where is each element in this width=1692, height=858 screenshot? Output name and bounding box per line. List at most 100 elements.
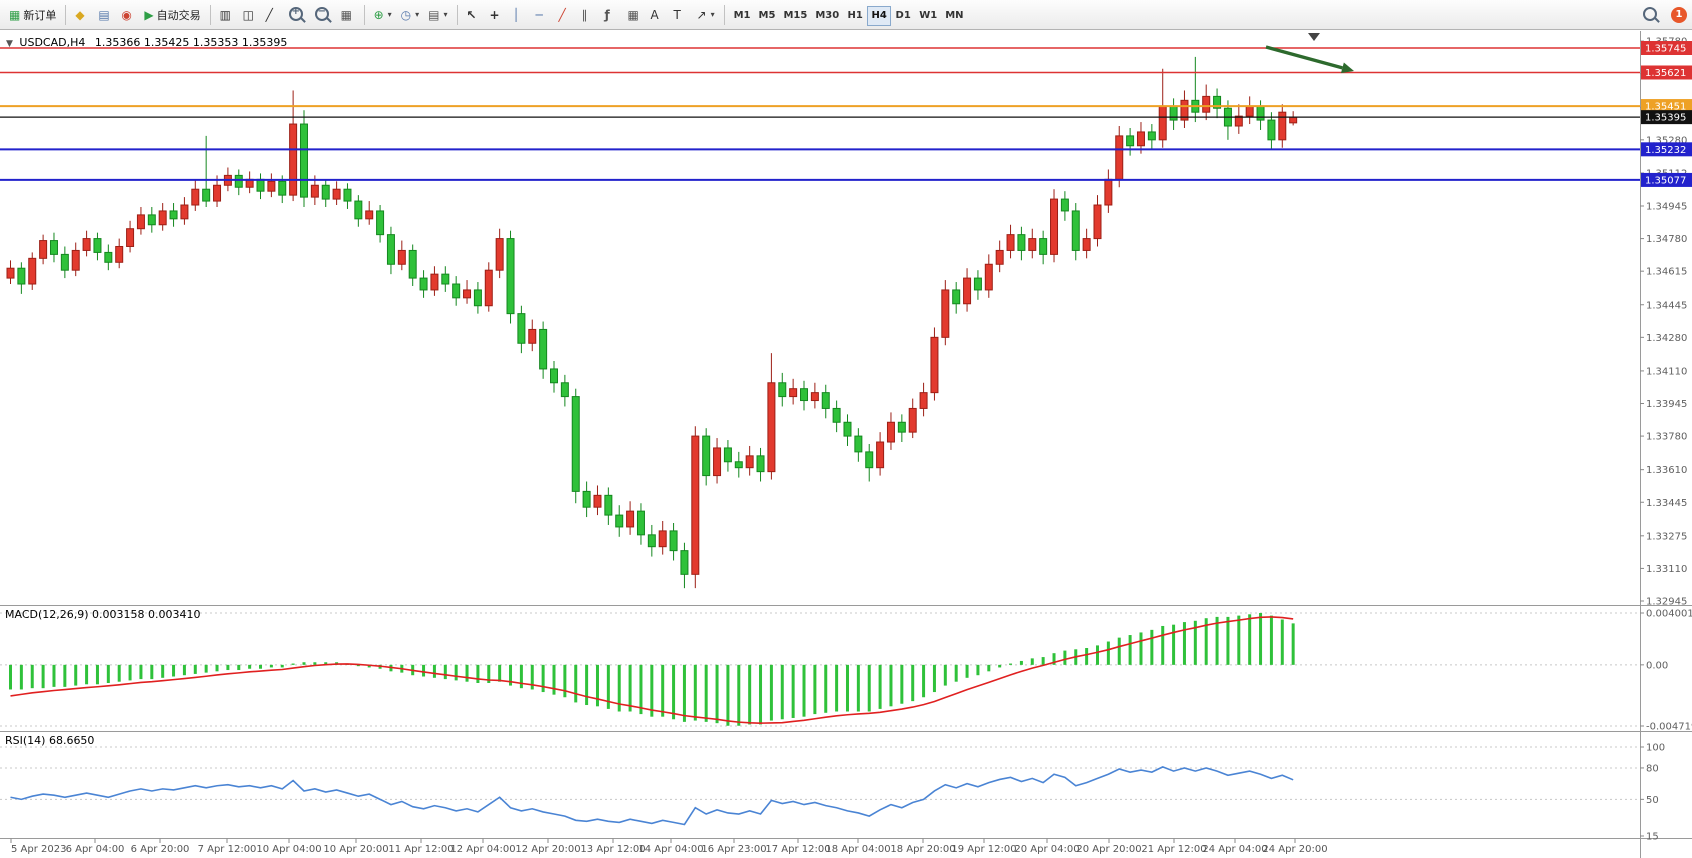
candle-body: [1147, 131, 1156, 141]
candle-body: [104, 251, 113, 263]
timeframe-button-m15[interactable]: M15: [779, 6, 811, 26]
timeframe-button-w1[interactable]: W1: [915, 6, 941, 26]
macd-histogram-bar: [737, 664, 741, 726]
macd-histogram-bar: [845, 664, 849, 712]
macd-histogram-bar: [291, 663, 295, 665]
chart-shift-marker[interactable]: [1308, 33, 1320, 41]
candle-body: [767, 382, 776, 473]
candle-body: [463, 289, 472, 299]
line-chart-button[interactable]: ╱: [262, 3, 284, 27]
candle-body: [376, 210, 385, 236]
macd-histogram-bar: [52, 664, 56, 687]
macd-histogram-bar: [1150, 629, 1154, 665]
community-button[interactable]: ◉: [117, 3, 139, 27]
search-icon: [1643, 6, 1657, 21]
autotrading-label: 自动交易: [156, 8, 201, 22]
trend-arrow-line[interactable]: [1265, 45, 1343, 70]
timeframe-button-m30[interactable]: M30: [811, 6, 843, 26]
candle-body: [865, 451, 874, 469]
macd-histogram-bar: [922, 664, 926, 698]
candle-body: [810, 392, 819, 402]
candle-body: [713, 447, 722, 477]
channel-tool-button[interactable]: ∥: [578, 3, 600, 27]
new-order-button[interactable]: ▦ 新订单: [5, 3, 60, 27]
crosshair-tool-button[interactable]: +: [486, 3, 508, 27]
macd-histogram-bar: [1182, 622, 1186, 665]
macd-histogram-bar: [1019, 660, 1023, 665]
candle-body: [930, 336, 939, 394]
time-axis-label: 17 Apr 12:00: [765, 844, 830, 855]
macd-histogram-bar: [998, 664, 1002, 668]
templates-dropdown[interactable]: ▤ ▾: [424, 3, 451, 27]
zoom-out-icon: −: [314, 6, 329, 21]
grid-icon: ▦: [627, 7, 639, 22]
timeframe-button-h4[interactable]: H4: [867, 5, 892, 26]
macd-histogram-bar: [878, 664, 882, 709]
macd-histogram-bar: [324, 662, 328, 665]
candle-body: [702, 435, 711, 477]
fibonacci-tool-button[interactable]: ƒ: [601, 3, 623, 27]
text-label-tool-button[interactable]: T: [670, 3, 692, 27]
community-icon: ◉: [121, 7, 132, 22]
price-badge-label: 1.35621: [1645, 68, 1686, 79]
macd-histogram-bar: [1237, 615, 1241, 665]
arrows-tool-dropdown[interactable]: ↗ ▾: [693, 3, 719, 27]
macd-histogram-bar: [161, 664, 165, 678]
chevron-down-icon: ▾: [443, 10, 448, 19]
candle-body: [636, 510, 645, 536]
timeframe-button-h1[interactable]: H1: [843, 6, 867, 26]
time-axis-label: 10 Apr 20:00: [323, 844, 388, 855]
zoom-out-button[interactable]: −: [311, 3, 336, 27]
candle-body: [321, 184, 330, 200]
timeframe-button-m5[interactable]: M5: [755, 6, 780, 26]
search-button[interactable]: [1639, 3, 1664, 27]
periods-dropdown[interactable]: ◷ ▾: [397, 3, 424, 27]
macd-histogram-bar: [574, 664, 578, 703]
macd-histogram-bar: [1204, 618, 1208, 665]
macd-histogram-bar: [824, 664, 828, 713]
candlestick-chart-button[interactable]: ◫: [239, 3, 261, 27]
cursor-tool-button[interactable]: ↖: [463, 3, 485, 27]
timeframe-button-mn[interactable]: MN: [941, 6, 967, 26]
macd-histogram-bar: [19, 664, 23, 690]
timeframe-button-d1[interactable]: D1: [891, 6, 915, 26]
macd-histogram-bar: [9, 664, 12, 690]
tile-windows-button[interactable]: ▦: [337, 3, 359, 27]
macd-histogram-bar: [650, 664, 654, 717]
macd-histogram-bar: [432, 664, 436, 678]
autotrading-button[interactable]: ▶ 自动交易: [140, 3, 204, 27]
main-toolbar: ▦ 新订单 ◆ ▤ ◉ ▶ 自动交易 ▥ ◫ ╱ + − ▦ ⊕ ▾ ◷ ▾ ▤: [0, 0, 1692, 30]
bar-chart-button[interactable]: ▥: [216, 3, 238, 27]
trendline-tool-button[interactable]: ╱: [555, 3, 577, 27]
text-tool-button[interactable]: A: [647, 3, 669, 27]
horizontal-line-tool-button[interactable]: ─: [532, 3, 554, 27]
vertical-line-tool-button[interactable]: │: [509, 3, 531, 27]
lamp-button[interactable]: ◆: [71, 3, 93, 27]
macd-histogram-bar: [780, 664, 784, 720]
price-axis-label: 1.34445: [1646, 300, 1687, 311]
candle-body: [571, 396, 580, 492]
candle-body: [289, 123, 298, 196]
timeframe-button-m1[interactable]: M1: [730, 6, 755, 26]
grid-tool-button[interactable]: ▦: [624, 3, 646, 27]
macd-histogram-bar: [248, 664, 252, 669]
rsi-axis-label: 100: [1646, 743, 1665, 754]
candle-body: [984, 263, 993, 291]
print-button[interactable]: ▤: [94, 3, 116, 27]
trend-arrow-head[interactable]: [1340, 62, 1354, 74]
zoom-in-button[interactable]: +: [285, 3, 310, 27]
macd-histogram-bar: [150, 664, 154, 680]
price-axis-label: 1.34110: [1646, 366, 1687, 377]
indicators-dropdown[interactable]: ⊕ ▾: [370, 3, 396, 27]
macd-histogram-bar: [628, 664, 632, 712]
macd-histogram-bar: [563, 664, 567, 698]
candle-body: [169, 210, 178, 220]
macd-axis-label: -0.004719: [1646, 722, 1692, 733]
price-badge-label: 1.35395: [1645, 113, 1686, 124]
macd-histogram-bar: [498, 664, 502, 682]
notification-badge[interactable]: 1: [1671, 6, 1687, 23]
time-axis-label: 5 Apr 2023: [11, 844, 66, 855]
macd-histogram-bar: [237, 664, 241, 671]
candle-body: [419, 277, 428, 291]
